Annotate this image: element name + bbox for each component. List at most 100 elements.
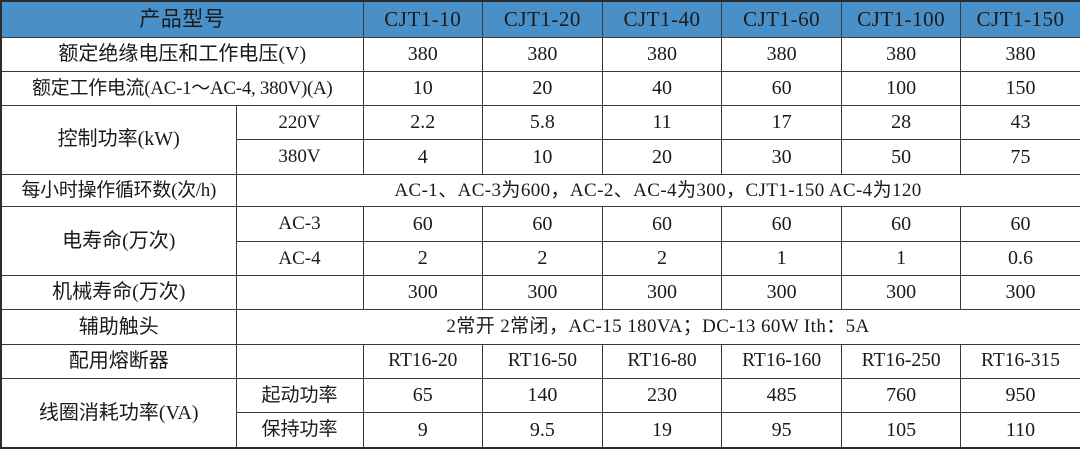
cell-fuse-2: RT16-80	[601, 343, 723, 380]
cell-operating-cycles-note: AC-1、AC-3为600，AC-2、AC-4为300，CJT1-150 AC-…	[235, 173, 1080, 208]
cell-coil-power-starting-5: 950	[960, 378, 1080, 414]
cell-control-power-380v-3: 30	[721, 139, 842, 175]
row-label-fuse: 配用熔断器	[0, 343, 237, 380]
cell-coil-power-starting-2: 230	[601, 378, 723, 414]
cell-insulation-voltage-1: 380	[482, 36, 603, 72]
sub-label-coil-power-starting: 起动功率	[235, 378, 364, 414]
cell-coil-power-holding-1: 9.5	[482, 412, 603, 449]
row-label-electrical-life: 电寿命(万次)	[0, 206, 237, 277]
cell-coil-power-holding-4: 105	[840, 412, 962, 449]
cell-coil-power-starting-1: 140	[482, 378, 603, 414]
cell-electrical-life-ac3-1: 60	[482, 206, 603, 242]
table-row-electrical-life-ac3: 电寿命(万次) AC-3 60 60 60 60 60 60	[0, 206, 1080, 277]
cell-rated-current-3: 60	[721, 70, 842, 107]
cell-rated-current-4: 100	[840, 70, 962, 107]
cell-mechanical-life-4: 300	[840, 275, 962, 311]
cell-fuse-spacer	[235, 343, 364, 380]
cell-electrical-life-ac4-4: 1	[840, 240, 962, 277]
cell-coil-power-holding-3: 95	[721, 412, 842, 449]
cell-mechanical-life-2: 300	[601, 275, 723, 311]
table-header-row: 产品型号 CJT1-10 CJT1-20 CJT1-40 CJT1-60 CJT…	[0, 0, 1080, 38]
sub-label-electrical-life-ac3: AC-3	[235, 206, 364, 242]
cell-mechanical-life-spacer	[235, 275, 364, 311]
cell-rated-current-5: 150	[960, 70, 1080, 107]
table-row-control-power-380v: 380V 4 10 20 30 50 75	[1, 139, 1080, 175]
cell-control-power-220v-2: 11	[601, 105, 723, 141]
cell-control-power-380v-0: 4	[362, 139, 484, 175]
sub-label-control-power-380v: 380V	[235, 139, 364, 175]
table-row-rated-current: 额定工作电流(AC-1～AC-4, 380V)(A) 10 20 40 60 1…	[0, 70, 1080, 107]
table-row-mechanical-life: 机械寿命(万次) 300 300 300 300 300 300	[0, 275, 1080, 311]
cell-electrical-life-ac4-0: 2	[362, 240, 484, 277]
cell-coil-power-holding-2: 19	[601, 412, 723, 449]
table-row-coil-power-starting: 线圈消耗功率(VA) 起动功率 65 140 230 485 760 950	[0, 378, 1080, 449]
row-label-mechanical-life: 机械寿命(万次)	[0, 275, 237, 311]
cell-mechanical-life-5: 300	[960, 275, 1080, 311]
cell-rated-current-0: 10	[362, 70, 484, 107]
cell-electrical-life-ac3-2: 60	[601, 206, 723, 242]
header-model-cjt1-40: CJT1-40	[601, 0, 723, 38]
table-row-auxiliary-contacts: 辅助触头 2常开 2常闭，AC-15 180VA；DC-13 60W Ith：5…	[0, 309, 1080, 345]
cell-control-power-220v-1: 5.8	[482, 105, 603, 141]
row-label-rated-current: 额定工作电流(AC-1～AC-4, 380V)(A)	[0, 70, 364, 107]
cell-control-power-220v-3: 17	[721, 105, 842, 141]
cell-insulation-voltage-4: 380	[840, 36, 962, 72]
cell-control-power-380v-4: 50	[840, 139, 962, 175]
cell-auxiliary-contacts-note: 2常开 2常闭，AC-15 180VA；DC-13 60W Ith：5A	[235, 309, 1080, 345]
cell-electrical-life-ac4-1: 2	[482, 240, 603, 277]
header-product-model-title: 产品型号	[0, 0, 364, 38]
header-model-cjt1-10: CJT1-10	[362, 0, 484, 38]
cell-electrical-life-ac3-3: 60	[721, 206, 842, 242]
cell-control-power-220v-5: 43	[960, 105, 1080, 141]
table-row-fuse: 配用熔断器 RT16-20 RT16-50 RT16-80 RT16-160 R…	[0, 343, 1080, 380]
cell-fuse-3: RT16-160	[721, 343, 842, 380]
cell-insulation-voltage-3: 380	[721, 36, 842, 72]
cell-electrical-life-ac3-0: 60	[362, 206, 484, 242]
row-label-insulation-voltage: 额定绝缘电压和工作电压(V)	[0, 36, 364, 72]
cell-mechanical-life-1: 300	[482, 275, 603, 311]
cell-coil-power-holding-5: 110	[960, 412, 1080, 449]
cell-mechanical-life-0: 300	[362, 275, 484, 311]
cell-insulation-voltage-5: 380	[960, 36, 1080, 72]
cell-mechanical-life-3: 300	[721, 275, 842, 311]
header-model-cjt1-60: CJT1-60	[721, 0, 842, 38]
sub-label-electrical-life-ac4: AC-4	[235, 240, 364, 277]
cell-control-power-380v-2: 20	[601, 139, 723, 175]
cell-rated-current-2: 40	[601, 70, 723, 107]
cell-electrical-life-ac3-5: 60	[960, 206, 1080, 242]
table-row-coil-power-holding: 保持功率 9 9.5 19 95 105 110	[1, 412, 1080, 449]
cell-coil-power-starting-4: 760	[840, 378, 962, 414]
cell-electrical-life-ac4-5: 0.6	[960, 240, 1080, 277]
cell-control-power-380v-5: 75	[960, 139, 1080, 175]
sub-label-control-power-220v: 220V	[235, 105, 364, 141]
header-model-cjt1-100: CJT1-100	[840, 0, 962, 38]
cell-control-power-220v-4: 28	[840, 105, 962, 141]
table-row-control-power-220v: 控制功率(kW) 220V 2.2 5.8 11 17 28 43	[0, 105, 1080, 175]
cell-electrical-life-ac4-3: 1	[721, 240, 842, 277]
cell-fuse-4: RT16-250	[840, 343, 962, 380]
header-model-cjt1-20: CJT1-20	[482, 0, 603, 38]
cell-coil-power-starting-0: 65	[362, 378, 484, 414]
header-model-cjt1-150: CJT1-150	[960, 0, 1080, 38]
cell-fuse-5: RT16-315	[960, 343, 1080, 380]
row-label-operating-cycles: 每小时操作循环数(次/h)	[0, 173, 237, 208]
cell-control-power-220v-0: 2.2	[362, 105, 484, 141]
table-row-operating-cycles: 每小时操作循环数(次/h) AC-1、AC-3为600，AC-2、AC-4为30…	[0, 173, 1080, 208]
cell-fuse-1: RT16-50	[482, 343, 603, 380]
cell-coil-power-holding-0: 9	[362, 412, 484, 449]
cell-fuse-0: RT16-20	[362, 343, 484, 380]
cell-insulation-voltage-0: 380	[362, 36, 484, 72]
row-label-auxiliary-contacts: 辅助触头	[0, 309, 237, 345]
sub-label-coil-power-holding: 保持功率	[235, 412, 364, 449]
cell-electrical-life-ac3-4: 60	[840, 206, 962, 242]
table-row-insulation-voltage: 额定绝缘电压和工作电压(V) 380 380 380 380 380 380	[0, 36, 1080, 72]
cell-control-power-380v-1: 10	[482, 139, 603, 175]
cell-rated-current-1: 20	[482, 70, 603, 107]
cell-coil-power-starting-3: 485	[721, 378, 842, 414]
row-label-control-power: 控制功率(kW)	[0, 105, 237, 175]
table-row-electrical-life-ac4: AC-4 2 2 2 1 1 0.6	[1, 240, 1080, 277]
cell-electrical-life-ac4-2: 2	[601, 240, 723, 277]
row-label-coil-power: 线圈消耗功率(VA)	[0, 378, 237, 449]
cell-insulation-voltage-2: 380	[601, 36, 723, 72]
